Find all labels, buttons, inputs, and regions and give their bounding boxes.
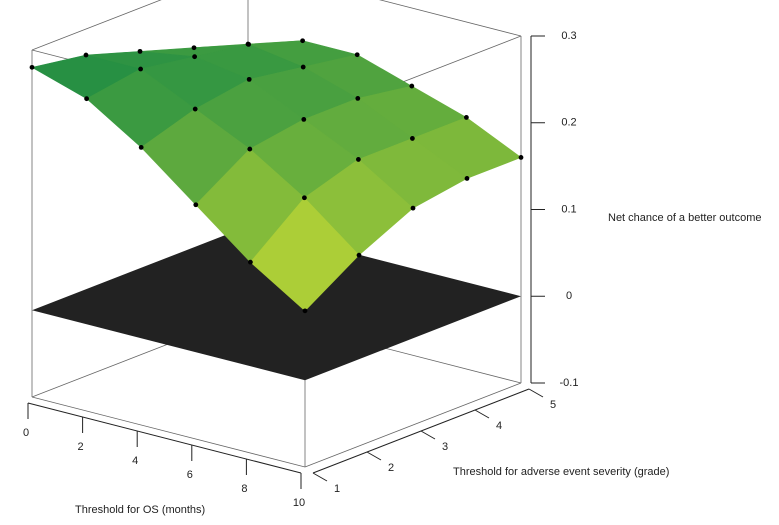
x-tick-label: 8 xyxy=(241,483,247,495)
box-edge xyxy=(31,396,306,468)
y-tick xyxy=(420,430,436,440)
data-point xyxy=(29,64,35,70)
y-tick-label: 4 xyxy=(496,420,502,432)
data-point xyxy=(84,96,89,102)
data-point xyxy=(410,136,415,141)
data-point xyxy=(192,106,198,112)
data-point xyxy=(356,157,361,162)
z-axis-title: Net chance of a better outcome xyxy=(608,212,761,224)
data-point xyxy=(300,38,305,44)
z-tick-label: 0.3 xyxy=(561,30,576,42)
y-tick-label: 2 xyxy=(388,462,394,474)
data-point xyxy=(191,45,197,51)
data-point xyxy=(464,176,470,181)
z-tick-label: -0.1 xyxy=(560,377,579,389)
box-edge xyxy=(378,0,522,37)
y-tick xyxy=(312,472,328,482)
data-point xyxy=(137,48,143,54)
y-tick-label: 1 xyxy=(334,483,340,495)
x-tick-label: 10 xyxy=(293,497,305,509)
z-tick-label: 0.1 xyxy=(561,203,576,215)
x-tick-label: 2 xyxy=(78,441,84,453)
x-axis-title: Threshold for OS (months) xyxy=(75,504,205,516)
data-point xyxy=(192,54,198,60)
data-point xyxy=(138,66,144,72)
data-point xyxy=(301,117,307,122)
x-tick-label: 0 xyxy=(23,427,29,439)
data-point xyxy=(248,259,253,265)
data-point xyxy=(409,83,415,89)
y-tick-label: 5 xyxy=(550,399,556,411)
z-tick-label: 0 xyxy=(566,290,572,302)
data-point xyxy=(354,52,360,58)
y-axis-title: Threshold for adverse event severity (gr… xyxy=(453,466,669,478)
data-point xyxy=(83,52,89,58)
data-point xyxy=(138,145,144,150)
z-tick-label: 0.2 xyxy=(561,117,576,129)
data-point xyxy=(356,252,362,258)
data-point xyxy=(193,202,199,208)
y-tick-label: 3 xyxy=(442,441,448,453)
reference-plane xyxy=(32,226,521,381)
data-point xyxy=(410,205,416,211)
data-point xyxy=(247,146,253,152)
box-edge xyxy=(31,0,162,51)
x-axis-line xyxy=(27,402,302,474)
data-point xyxy=(464,115,469,120)
data-point xyxy=(355,96,361,101)
x-tick-label: 6 xyxy=(187,469,193,481)
data-point xyxy=(302,195,307,201)
data-point xyxy=(245,41,251,47)
y-tick xyxy=(528,388,544,398)
y-tick xyxy=(366,451,382,461)
y-tick xyxy=(474,409,490,419)
x-tick-label: 4 xyxy=(132,455,138,467)
data-point xyxy=(246,76,252,82)
box-edge xyxy=(304,382,522,468)
data-point xyxy=(518,155,524,160)
data-point xyxy=(300,64,306,70)
data-point xyxy=(302,308,308,314)
